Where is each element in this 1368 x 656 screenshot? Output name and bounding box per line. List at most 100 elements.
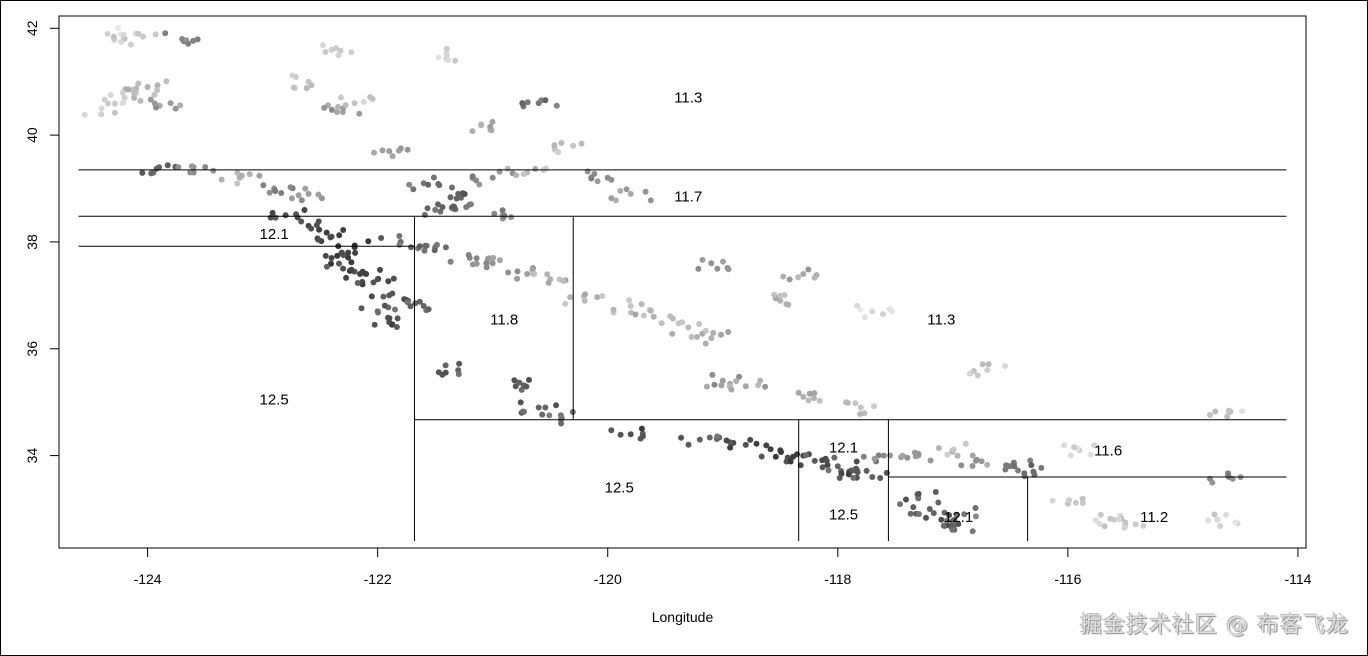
data-point: [708, 260, 715, 267]
data-point: [416, 243, 423, 250]
data-point: [172, 105, 179, 112]
data-point: [352, 249, 359, 256]
data-point: [553, 402, 560, 409]
data-point: [175, 164, 182, 171]
data-point: [125, 86, 132, 93]
data-point: [147, 96, 154, 103]
data-point: [553, 102, 560, 109]
data-point: [627, 303, 634, 309]
data-point: [315, 236, 322, 243]
data-point: [755, 382, 762, 389]
data-point: [393, 324, 400, 330]
data-point: [298, 218, 305, 225]
data-point: [526, 376, 532, 383]
data-point: [371, 149, 377, 156]
data-point: [669, 330, 676, 337]
data-point: [588, 174, 595, 181]
data-point: [1217, 523, 1224, 530]
data-point: [458, 194, 464, 201]
data-point: [675, 320, 682, 327]
data-point: [1239, 408, 1246, 415]
data-point: [626, 297, 633, 304]
data-point: [725, 266, 732, 273]
data-point: [315, 191, 322, 198]
data-point: [787, 458, 794, 465]
data-point: [1027, 457, 1034, 464]
data-point: [139, 169, 146, 176]
data-point: [524, 271, 531, 277]
data-point: [288, 195, 295, 202]
data-point: [608, 176, 615, 183]
data-point: [1224, 413, 1231, 420]
data-point: [912, 453, 919, 460]
region-label: 12.5: [605, 480, 634, 497]
data-point: [935, 499, 942, 506]
data-point: [107, 92, 114, 98]
data-point: [708, 335, 715, 342]
data-point: [795, 274, 802, 281]
data-point: [1232, 519, 1239, 526]
data-point: [185, 40, 192, 47]
data-point: [853, 458, 860, 465]
data-point: [135, 30, 142, 37]
data-point: [935, 445, 942, 451]
data-point: [421, 211, 428, 218]
data-point: [333, 45, 339, 52]
data-point: [938, 516, 945, 523]
data-point: [386, 148, 393, 155]
data-point: [121, 94, 128, 101]
data-point: [334, 252, 341, 259]
data-point: [638, 425, 645, 432]
data-point: [800, 271, 807, 277]
data-point: [831, 454, 838, 461]
data-point: [340, 227, 347, 233]
data-point: [303, 85, 310, 92]
data-point: [979, 361, 986, 368]
data-point: [443, 51, 450, 57]
data-point: [336, 260, 342, 267]
data-point: [358, 305, 365, 312]
data-point: [703, 383, 710, 390]
data-point: [857, 404, 864, 411]
data-point: [627, 431, 634, 438]
data-point: [532, 166, 539, 172]
data-point: [98, 105, 105, 112]
data-point: [852, 400, 859, 407]
data-point: [389, 290, 396, 297]
data-point: [327, 234, 334, 241]
data-point: [120, 31, 127, 38]
data-point: [1212, 408, 1219, 415]
data-point: [696, 321, 703, 327]
data-point: [389, 321, 395, 328]
data-point: [148, 170, 155, 177]
data-point: [797, 462, 804, 469]
data-point: [538, 97, 545, 104]
data-point: [706, 434, 713, 441]
data-point: [742, 383, 749, 390]
data-point: [915, 490, 922, 497]
data-point: [323, 263, 330, 270]
data-point: [795, 389, 802, 396]
data-point: [496, 257, 503, 264]
data-point: [513, 172, 520, 179]
data-point: [871, 403, 877, 410]
data-point: [757, 377, 764, 384]
data-point: [463, 204, 470, 211]
data-point: [932, 489, 939, 495]
data-point: [1211, 511, 1218, 518]
data-point: [667, 313, 674, 320]
data-point: [369, 96, 376, 102]
data-point: [322, 49, 329, 55]
data-point: [447, 258, 454, 265]
data-point: [348, 49, 355, 56]
data-point: [523, 383, 530, 390]
data-point: [287, 184, 294, 191]
data-point: [984, 461, 991, 468]
data-point: [433, 241, 440, 248]
data-point: [380, 293, 387, 300]
data-point: [137, 97, 144, 104]
data-point: [719, 377, 726, 384]
data-point: [396, 233, 403, 239]
data-point: [452, 57, 459, 64]
data-point: [305, 190, 312, 197]
